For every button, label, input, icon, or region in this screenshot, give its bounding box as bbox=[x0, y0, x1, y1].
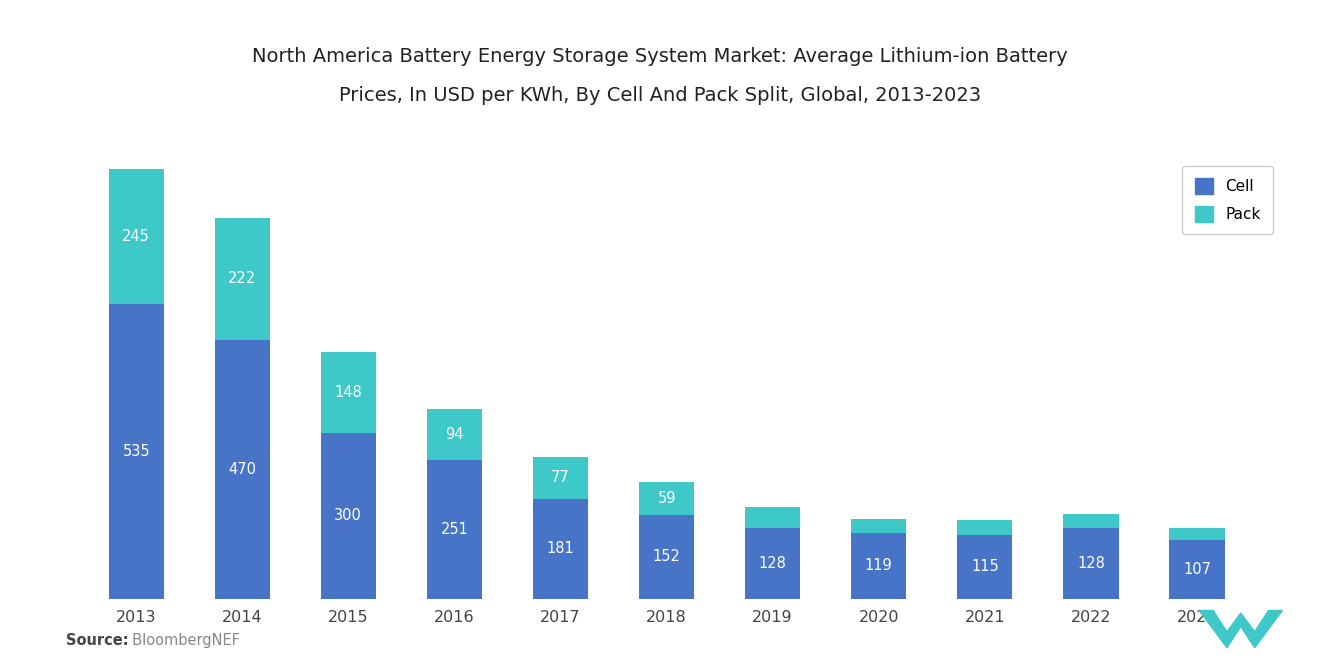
Bar bbox=[744, 528, 800, 598]
Text: 94: 94 bbox=[445, 427, 463, 442]
Bar bbox=[639, 515, 694, 598]
Bar bbox=[851, 533, 907, 598]
Polygon shape bbox=[1200, 610, 1283, 648]
Text: 300: 300 bbox=[334, 509, 362, 523]
Text: Prices, In USD per KWh, By Cell And Pack Split, Global, 2013-2023: Prices, In USD per KWh, By Cell And Pack… bbox=[339, 86, 981, 106]
Bar bbox=[957, 535, 1012, 598]
Text: 245: 245 bbox=[123, 229, 150, 244]
Bar bbox=[533, 499, 589, 598]
Text: 152: 152 bbox=[652, 549, 681, 564]
Text: 59: 59 bbox=[657, 491, 676, 506]
Text: BloombergNEF: BloombergNEF bbox=[123, 633, 240, 648]
Text: Source:: Source: bbox=[66, 633, 128, 648]
Bar bbox=[108, 169, 164, 304]
Bar bbox=[426, 460, 482, 598]
Text: 148: 148 bbox=[334, 385, 362, 400]
Bar bbox=[744, 507, 800, 528]
Bar bbox=[1064, 514, 1118, 528]
Text: 77: 77 bbox=[552, 470, 570, 485]
Legend: Cell, Pack: Cell, Pack bbox=[1183, 166, 1272, 234]
Bar bbox=[108, 304, 164, 598]
Bar bbox=[215, 217, 269, 340]
Text: 128: 128 bbox=[1077, 556, 1105, 571]
Text: 251: 251 bbox=[441, 522, 469, 537]
Bar bbox=[215, 340, 269, 598]
Bar bbox=[639, 482, 694, 515]
Bar bbox=[426, 408, 482, 460]
Text: 128: 128 bbox=[759, 556, 787, 571]
Text: 181: 181 bbox=[546, 541, 574, 556]
Text: North America Battery Energy Storage System Market: Average Lithium-ion Battery: North America Battery Energy Storage Sys… bbox=[252, 47, 1068, 66]
Bar bbox=[321, 434, 376, 598]
Bar bbox=[321, 352, 376, 434]
Text: 107: 107 bbox=[1183, 561, 1210, 577]
Text: 115: 115 bbox=[972, 559, 999, 575]
Text: 470: 470 bbox=[228, 462, 256, 477]
Text: 535: 535 bbox=[123, 444, 150, 459]
Text: 222: 222 bbox=[228, 271, 256, 286]
Bar bbox=[1064, 528, 1118, 598]
Bar bbox=[533, 456, 589, 499]
Bar bbox=[1170, 539, 1225, 598]
Bar bbox=[957, 520, 1012, 535]
Bar bbox=[851, 519, 907, 533]
Bar bbox=[1170, 527, 1225, 539]
Text: 119: 119 bbox=[865, 558, 892, 573]
